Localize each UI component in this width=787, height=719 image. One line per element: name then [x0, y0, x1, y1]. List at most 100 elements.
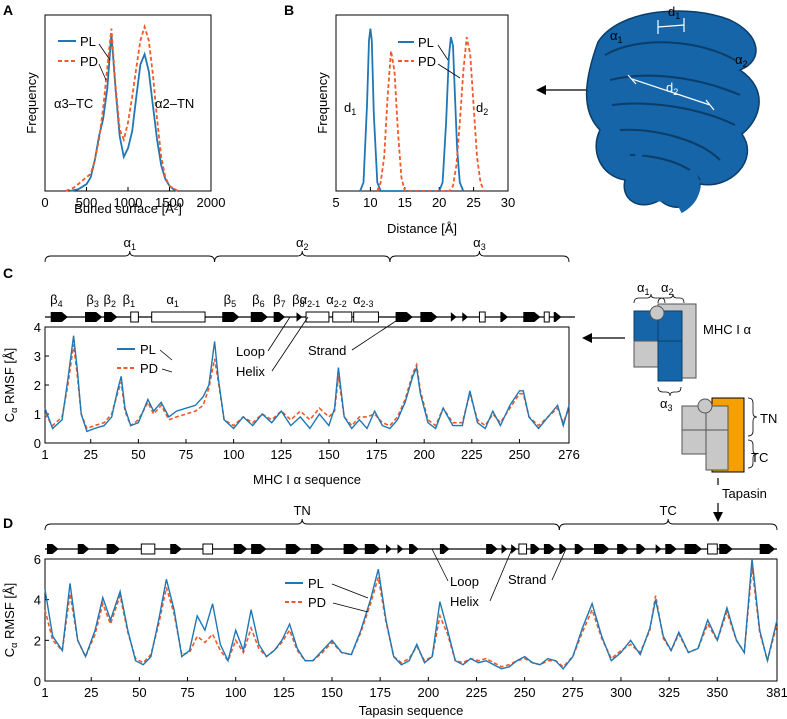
panel-b-legend-pd: PD [418, 54, 436, 69]
topology-strand [719, 544, 733, 554]
structure-label-d2: d2 [666, 80, 678, 97]
panel-d-legend-pl: PL [308, 576, 324, 591]
topology-strand [343, 544, 359, 554]
topology-strand [233, 544, 248, 554]
schematic-label-tc: TC [751, 450, 768, 465]
topology-strand [397, 544, 404, 554]
topology-strand [104, 312, 118, 322]
topology-strand [530, 544, 541, 554]
topology-label: α2-1 [300, 292, 321, 309]
topology-strand [106, 544, 121, 554]
topology-strand [510, 544, 517, 554]
panel-c-callout-loop: Loop [236, 344, 265, 359]
topology-helix [707, 543, 718, 555]
topology-strand [310, 544, 325, 554]
schematic-label-a2: α2 [661, 280, 674, 297]
panel-b-legend-pointer [437, 63, 461, 79]
y-tick-label: 4 [34, 320, 41, 335]
topology-strand [594, 544, 610, 554]
panel-c-callout-strand: Strand [308, 343, 346, 358]
y-tick-label: 2 [34, 378, 41, 393]
x-tick-label: 50 [131, 447, 145, 462]
topology-label: β4 [50, 292, 63, 309]
topology-label: β6 [252, 292, 265, 309]
panel-b-legend-pl: PL [418, 35, 434, 50]
domain-brace [558, 518, 778, 531]
pl-schematic: α1 α2 α3 MHC I α TN TC Tapasin [633, 280, 777, 522]
topology-strand [462, 312, 469, 322]
topology-strand [46, 544, 59, 554]
schematic-to-c-arrow [582, 333, 625, 343]
topology-strand [395, 312, 413, 322]
panel-b-annotation-d2: d2 [476, 100, 488, 117]
x-tick-label: 50 [132, 685, 146, 700]
panel-c-callout-line [267, 316, 291, 352]
x-tick-label: 100 [223, 447, 245, 462]
panel-c-callout-line [271, 316, 309, 372]
domain-label: TC [659, 503, 676, 518]
topology-label: α2-2 [326, 292, 347, 309]
panel-c-callout-line [351, 316, 403, 351]
topology-label: β3 [86, 292, 99, 309]
topology-helix [353, 311, 379, 323]
topology-strand [285, 544, 302, 554]
panel-c-legend-pl: PL [140, 342, 156, 357]
topology-strand [553, 312, 562, 322]
x-tick-label: 150 [318, 447, 340, 462]
topology-strand [77, 544, 90, 554]
domain-brace [44, 518, 560, 531]
topology-strand [543, 544, 556, 554]
panel-c-x-axis-label: MHC I α sequence [253, 472, 361, 487]
x-tick-label: 30 [501, 195, 515, 210]
x-tick-label: 150 [321, 685, 343, 700]
topology-helix [478, 311, 486, 323]
x-tick-label: 225 [461, 447, 483, 462]
schematic-label-a3: α3 [660, 396, 673, 413]
x-tick-label: 1 [41, 447, 48, 462]
x-tick-label: 5 [332, 195, 339, 210]
panel-label-d: D [3, 515, 13, 531]
schematic-label-a1: α1 [637, 280, 650, 297]
panel-d-callout-line [489, 548, 513, 602]
y-tick-label: 3 [34, 349, 41, 364]
panel-d-legend-pd: PD [308, 595, 326, 610]
topology-strand [251, 544, 267, 554]
domain-brace [44, 250, 216, 263]
domain-label: α3 [473, 235, 486, 252]
x-tick-label: 225 [466, 685, 488, 700]
topology-strand [450, 312, 457, 322]
x-tick-label: 325 [658, 685, 680, 700]
structure-label-alpha2: α2 [735, 52, 748, 69]
topology-strand [273, 312, 286, 322]
topology-helix [140, 543, 156, 555]
domain-label: TN [293, 503, 310, 518]
domain-brace [214, 250, 391, 263]
x-tick-label: 125 [270, 447, 292, 462]
x-tick-label: 100 [225, 685, 247, 700]
domain-label: α2 [296, 235, 309, 252]
panel-d-callout-loop: Loop [450, 574, 479, 589]
topology-strand [759, 544, 776, 554]
panel-d-callout-line [551, 548, 567, 581]
schematic-grey-block [705, 429, 729, 471]
x-tick-label: 1000 [114, 195, 143, 210]
mhc-structure-image: α1 α2 d1 d2 [585, 4, 760, 214]
x-tick-label: 276 [558, 447, 580, 462]
topology-strand [559, 544, 568, 554]
x-tick-label: 15 [398, 195, 412, 210]
x-tick-label: 125 [273, 685, 295, 700]
y-tick-label: 0 [34, 674, 41, 689]
topology-label: β2 [104, 292, 117, 309]
panel-label-b: B [284, 2, 294, 18]
panel-b-x-axis-label: Distance [Å] [387, 221, 457, 236]
panel-a-chart: 0 500 1000 1500 2000 PL PD α3–TC α2–TN Burie… [24, 14, 225, 216]
x-tick-label: 275 [562, 685, 584, 700]
topology-helix [202, 543, 214, 555]
x-tick-label: 75 [179, 447, 193, 462]
schematic-alpha3-block [657, 340, 683, 382]
panel-c-legend-pointer [161, 368, 173, 373]
panel-a-annotation-a2tn: α2–TN [155, 96, 194, 111]
topology-strand [50, 312, 68, 322]
y-tick-label: 6 [34, 552, 41, 567]
